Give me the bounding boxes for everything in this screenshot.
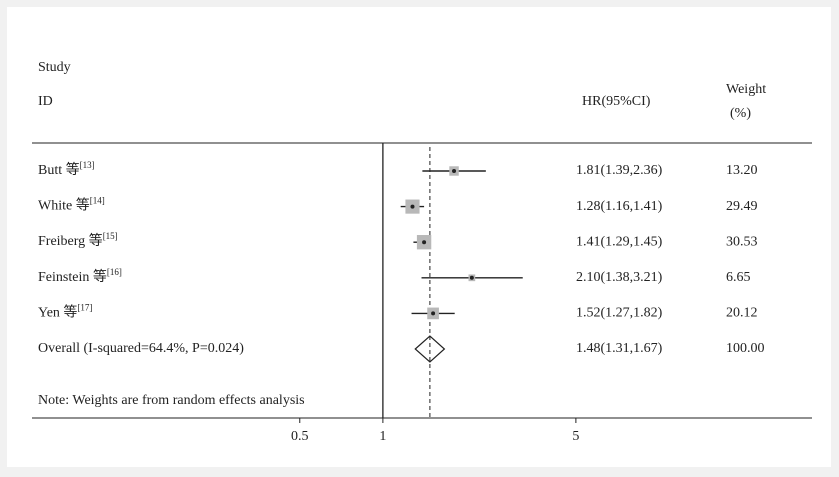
point <box>422 240 427 245</box>
hr-label: 1.52(1.27,1.82) <box>576 306 663 321</box>
study-name: Yen 等 <box>38 304 77 321</box>
overall-label: Overall (I-squared=64.4%, P=0.024) <box>38 341 244 356</box>
weight-label: 29.49 <box>726 199 758 214</box>
header-weight-unit: (%) <box>730 106 751 121</box>
study-label: Freiberg 等[15] <box>38 231 118 249</box>
header-study: Study <box>38 60 71 75</box>
study-ref: [14] <box>90 196 105 206</box>
weight-label: 20.12 <box>726 306 758 321</box>
overall-weight-label: 100.00 <box>726 341 765 356</box>
overall-diamond <box>414 335 446 363</box>
study-ref: [17] <box>77 302 92 312</box>
hr-label: 1.81(1.39,2.36) <box>576 163 663 178</box>
header-hr: HR(95%CI) <box>582 94 651 109</box>
study-ref: [15] <box>103 231 118 241</box>
study-label: Butt 等[13] <box>38 160 95 178</box>
study-name: Butt 等 <box>38 161 80 178</box>
note: Note: Weights are from random effects an… <box>38 393 305 408</box>
hr-label: 2.10(1.38,3.21) <box>576 270 663 285</box>
weight-label: 30.53 <box>726 234 758 249</box>
study-label: White 等[14] <box>38 196 105 214</box>
overall-hr-label: 1.48(1.31,1.67) <box>576 341 663 356</box>
weight-label: 6.65 <box>726 270 751 285</box>
study-name: White 等 <box>38 197 90 214</box>
hr-label: 1.41(1.29,1.45) <box>576 234 663 249</box>
study-name: Feinstein 等 <box>38 268 107 285</box>
header-weight: Weight <box>726 82 766 97</box>
point <box>469 275 474 280</box>
point <box>452 169 457 173</box>
header-id: ID <box>38 94 53 109</box>
x-tick-label: 1 <box>379 429 386 444</box>
study-name: Freiberg 等 <box>38 232 103 249</box>
point <box>410 204 415 209</box>
study-label: Yen 等[17] <box>38 302 92 320</box>
x-tick-label: 0.5 <box>291 429 309 444</box>
study-ref: [16] <box>107 267 122 277</box>
point <box>431 311 436 316</box>
x-tick-label: 5 <box>572 429 579 444</box>
study-ref: [13] <box>80 160 95 170</box>
hr-label: 1.28(1.16,1.41) <box>576 199 663 214</box>
weight-label: 13.20 <box>726 163 758 178</box>
study-label: Feinstein 等[16] <box>38 267 122 285</box>
